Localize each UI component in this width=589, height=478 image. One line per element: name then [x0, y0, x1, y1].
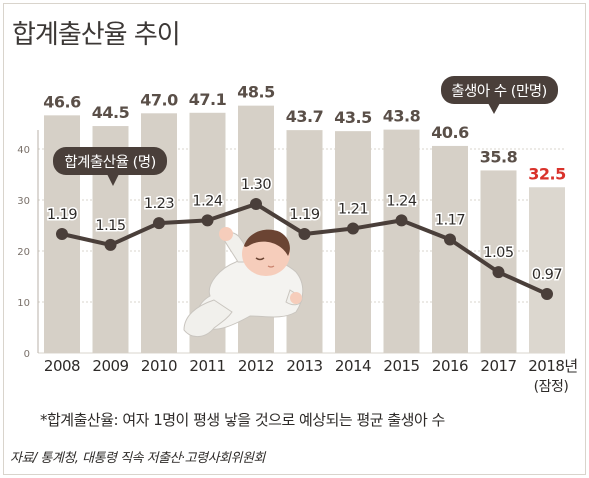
x-tick-label: 2009 [92, 357, 128, 375]
x-tick-label: 2016 [432, 357, 468, 375]
bar-value-label: 35.8 [480, 147, 518, 166]
bar [529, 187, 565, 353]
line-point [347, 222, 359, 235]
line-value-labels: 1.19 1.15 1.23 1.24 1.30 1.19 1.21 1.24 1.17 1.05… [45, 176, 564, 285]
x-tick-label: 2008 [44, 357, 80, 375]
line-value-label: 1.24 [192, 193, 223, 209]
line-value-label: 1.19 [47, 207, 78, 223]
legend-rate-badge [53, 147, 167, 175]
baby-leg [183, 299, 233, 337]
legend-rate: 합계출산율 (명) [53, 147, 167, 186]
x-tick-label: 2012 [238, 357, 274, 375]
x-tick-label: 2015 [383, 357, 419, 375]
x-tick-label: 2018년 [528, 357, 577, 375]
line-point [153, 217, 165, 230]
legend-rate-label: 합계출산율 (명) [64, 154, 155, 171]
line-value-label: 1.15 [95, 218, 125, 234]
baby-illustration [183, 227, 304, 337]
baby-hair [244, 229, 290, 256]
baby-hand-left [219, 227, 233, 241]
line-point [56, 228, 68, 240]
x-tick-sublabel: (잠정) [534, 379, 569, 395]
line-value-label: 1.21 [338, 202, 368, 218]
line-value-label: 1.19 [289, 207, 320, 223]
y-tick-label: 10 [17, 298, 30, 309]
line-series [56, 198, 553, 300]
legend-births-badge [441, 76, 558, 104]
y-tick-label: 40 [17, 145, 30, 156]
bar-value-label: 40.6 [431, 123, 469, 142]
line-point [250, 198, 262, 210]
x-axis-labels: 2008 2009 2010 2011 2012 2013 2014 2015 2016 2017… [44, 357, 578, 395]
bar [383, 129, 420, 353]
x-tick-label: 2014 [335, 357, 371, 375]
x-tick-label: 2013 [286, 357, 322, 375]
legend-births: 출생아 수 (만명) [441, 76, 558, 114]
legend-births-pointer [488, 103, 500, 114]
y-tick-label: 20 [17, 247, 30, 258]
line-value-label: 1.23 [144, 196, 175, 212]
line-value-label: 1.05 [483, 245, 513, 261]
line-point [444, 233, 456, 246]
bar-value-label: 47.0 [140, 90, 178, 109]
bar-value-label: 46.6 [43, 92, 81, 111]
line-point [104, 238, 117, 251]
x-tick-label: 2011 [189, 357, 225, 375]
y-tick-label: 30 [17, 196, 30, 207]
bar-value-label: 47.1 [189, 90, 227, 109]
chart-title: 합계출산율 추이 [12, 20, 181, 50]
baby-eye [255, 257, 265, 261]
bar-value-label: 48.5 [237, 83, 275, 102]
baby-hand-right [290, 292, 302, 304]
legend-births-label: 출생아 수 (만명) [451, 83, 547, 100]
bar-value-label: 43.8 [383, 107, 421, 126]
x-tick-label: 2010 [141, 357, 177, 375]
line-value-label: 1.24 [386, 193, 417, 209]
footnote: *합계출산율: 여자 1명이 평생 낳을 것으로 예상되는 평균 출생아 수 [40, 411, 445, 429]
y-tick-label: 0 [24, 349, 30, 360]
bar [335, 131, 371, 353]
legend-rate-pointer [107, 174, 119, 186]
bar-value-label: 43.5 [334, 108, 372, 127]
bar-value-labels: 46.6 44.5 47.0 47.1 48.5 43.7 43.5 43.8 40.6 35.8… [43, 83, 566, 184]
line-point [298, 228, 311, 240]
source-note: 자료/ 통계청, 대통령 직속 저출산·고령사회위원회 [10, 451, 265, 466]
line-point [541, 288, 553, 300]
x-tick-label: 2017 [480, 357, 516, 375]
line-value-label: 1.30 [241, 177, 272, 193]
line-point [492, 266, 505, 279]
bar-value-label: 32.5 [528, 164, 566, 183]
line-point [201, 214, 214, 227]
line-value-label: 0.97 [532, 267, 562, 283]
line-point [395, 214, 408, 227]
baby-mouth [267, 265, 275, 268]
bar-value-label: 44.5 [92, 103, 130, 122]
bar-value-label: 43.7 [286, 107, 323, 126]
line-value-label: 1.17 [435, 212, 465, 228]
bar [286, 130, 323, 353]
